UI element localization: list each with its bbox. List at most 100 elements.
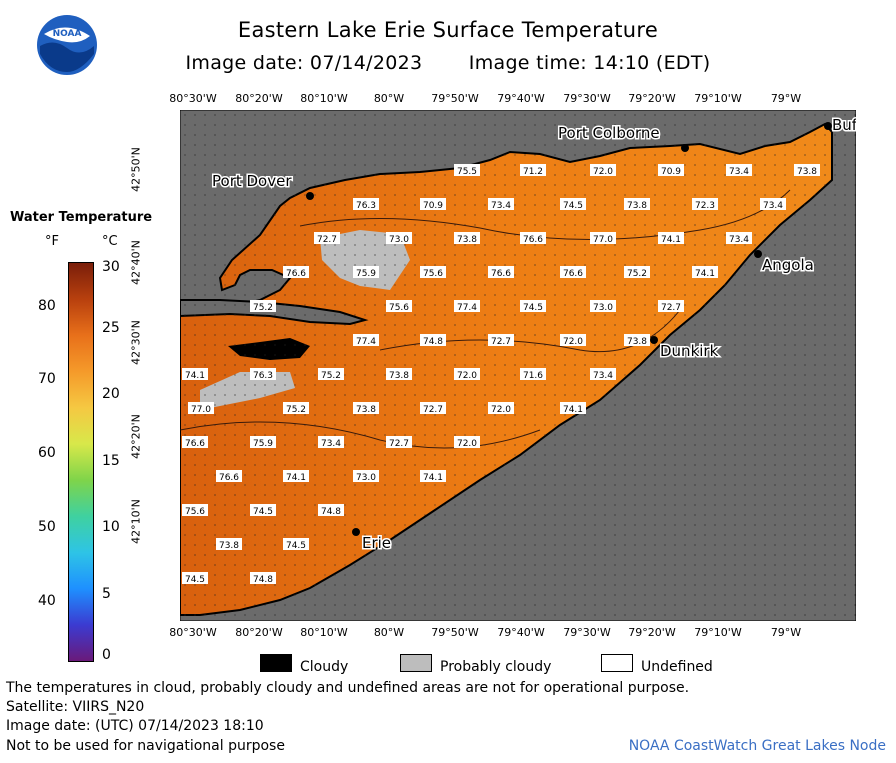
footer-satellite: Satellite: VIIRS_N20 [6, 699, 145, 715]
temperature-label-bg [318, 436, 344, 448]
temperature-label-bg [216, 538, 242, 550]
temperature-label: 70.9 [661, 167, 681, 177]
temperature-label: 77.0 [593, 235, 613, 245]
temperature-label: 73.8 [627, 201, 647, 211]
temperature-label-bg [520, 232, 546, 244]
lon-tick-label: 79°W [770, 626, 802, 639]
lon-tick-label: 79°20'W [628, 92, 676, 105]
lon-tick-label: 79°40'W [497, 92, 545, 105]
temperature-label-bg [692, 266, 718, 278]
temperature-label: 77.4 [457, 303, 477, 313]
lon-tick-label: 79°40'W [497, 626, 545, 639]
temperature-label-bg [520, 368, 546, 380]
temperature-label-bg [386, 436, 412, 448]
temperature-label: 73.8 [457, 235, 477, 245]
temperature-label: 73.4 [763, 201, 783, 211]
map-title: Eastern Lake Erie Surface Temperature [237, 18, 659, 42]
temperature-label: 74.8 [321, 507, 341, 517]
temperature-label: 76.6 [523, 235, 543, 245]
temperature-label: 74.8 [423, 337, 443, 347]
temperature-label-bg [560, 266, 586, 278]
city-label: Buf [832, 116, 856, 134]
temperature-label-bg [353, 198, 379, 210]
temperature-label: 74.1 [423, 473, 443, 483]
celsius-tick: 15 [102, 453, 120, 469]
temperature-label: 70.9 [423, 201, 443, 211]
lat-tick-label: 42°10'N [129, 499, 143, 544]
temperature-label: 74.5 [563, 201, 583, 211]
temperature-map: 75.5 71.2 72.0 70.9 73.4 73.8 76.3 70.9 73.4 74.5… [180, 110, 856, 621]
temperature-label: 73.8 [356, 405, 376, 415]
temperature-label: 73.4 [491, 201, 511, 211]
temperature-label-bg [560, 402, 586, 414]
temperature-label-bg [520, 300, 546, 312]
city-label: Port Colborne [558, 124, 660, 142]
celsius-tick: 20 [102, 386, 120, 402]
temperature-label: 74.5 [185, 575, 205, 585]
temperature-label-bg [386, 232, 412, 244]
temperature-label-bg [420, 470, 446, 482]
temperature-label-bg [318, 504, 344, 516]
temperature-label: 72.7 [661, 303, 681, 313]
lat-tick-label: 42°20'N [129, 414, 143, 459]
temperature-label: 74.8 [253, 575, 273, 585]
temperature-label: 74.1 [661, 235, 681, 245]
temperature-label-bg [250, 572, 276, 584]
temperature-label-bg [250, 300, 276, 312]
lon-tick-label: 80°10'W [300, 626, 348, 639]
temperature-label-bg [590, 300, 616, 312]
city-dot [681, 144, 689, 152]
temperature-label: 73.0 [356, 473, 376, 483]
city-dot [824, 122, 832, 130]
temperature-label: 72.0 [593, 167, 613, 177]
temperature-label: 76.6 [286, 269, 306, 279]
temperature-label-bg [283, 266, 309, 278]
temperature-label-bg [726, 164, 752, 176]
temperature-label: 74.1 [185, 371, 205, 381]
temperature-label-bg [454, 368, 480, 380]
temperature-label-bg [488, 266, 514, 278]
lon-tick-label: 80°30'W [169, 626, 217, 639]
temperature-label: 72.3 [695, 201, 715, 211]
temperature-label-bg [590, 368, 616, 380]
temperature-label-bg [353, 470, 379, 482]
lon-tick-label: 80°W [373, 626, 405, 639]
lon-tick-label: 80°20'W [235, 92, 283, 105]
temperature-label: 72.7 [389, 439, 409, 449]
footer-utc-date: Image date: (UTC) 07/14/2023 18:10 [6, 718, 264, 734]
temperature-label-bg [314, 232, 340, 244]
lon-tick-label: 79°30'W [563, 92, 611, 105]
temperature-label: 75.2 [321, 371, 341, 381]
temperature-label: 73.4 [321, 439, 341, 449]
temperature-label: 77.4 [356, 337, 376, 347]
celsius-tick: 30 [102, 259, 120, 275]
cloudy-legend-label: Cloudy [300, 659, 349, 675]
temperature-label: 72.0 [457, 371, 477, 381]
cloudy-swatch [260, 654, 292, 672]
temperature-label-bg [560, 198, 586, 210]
logo-text: NOAA [53, 29, 82, 39]
lon-tick-label: 79°50'W [431, 92, 479, 105]
temperature-label: 75.9 [356, 269, 376, 279]
undefined-legend-label: Undefined [641, 659, 713, 675]
temperature-label-bg [182, 368, 208, 380]
temperature-label-bg [250, 504, 276, 516]
temperature-label: 74.5 [286, 541, 306, 551]
temperature-label-bg [283, 470, 309, 482]
temperature-label: 75.5 [457, 167, 477, 177]
temperature-label-bg [624, 334, 650, 346]
temperature-label-bg [658, 164, 684, 176]
city-label: Dunkirk [660, 342, 719, 360]
temperature-label: 73.8 [797, 167, 817, 177]
credit-link[interactable]: NOAA CoastWatch Great Lakes Node [628, 738, 886, 754]
temperature-label-bg [692, 198, 718, 210]
lat-tick-label: 42°50'N [129, 147, 143, 192]
image-time: Image time: 14:10 (EDT) [468, 52, 711, 74]
temperature-label-bg [386, 300, 412, 312]
temperature-label: 72.0 [563, 337, 583, 347]
noaa-logo: NOAA [37, 15, 97, 75]
temperature-label-bg [488, 198, 514, 210]
temperature-label-bg [454, 300, 480, 312]
unit-celsius: °C [102, 234, 118, 249]
lon-tick-label: 79°10'W [694, 92, 742, 105]
